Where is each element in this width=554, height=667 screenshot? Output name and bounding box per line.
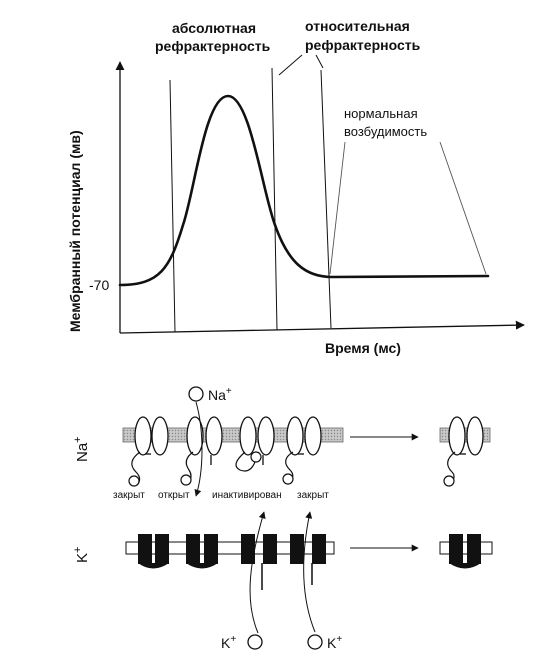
k-ion-label-1: K+	[221, 634, 236, 651]
relative-label-1: относительная	[305, 18, 410, 34]
y-axis-label: Мембранный потенциал (мв)	[67, 130, 83, 332]
k-flux-arrow-1	[249, 511, 266, 634]
k-channel-4-open	[290, 534, 326, 585]
x-axis-label: Время (мс)	[325, 340, 401, 356]
relative-end-line	[320, 69, 332, 329]
na-channel-closed-2	[282, 416, 322, 485]
action-potential-curve	[118, 94, 490, 287]
k-channel-3-open	[241, 534, 277, 590]
na-state-open: открыт	[158, 490, 190, 501]
na-state-inactivated: инактивирован	[212, 490, 282, 501]
absolute-label-2: рефрактерность	[155, 38, 271, 54]
na-channel-closed	[128, 416, 169, 487]
na-channel-inactivated	[235, 416, 275, 472]
k-membrane	[125, 541, 335, 555]
k-ion-circle-2	[307, 634, 323, 650]
absolute-start-line	[169, 79, 176, 333]
na-state-closed-2: закрыт	[297, 490, 329, 501]
relative-pointer	[278, 54, 303, 76]
normal-label-2: возбудимость	[344, 124, 427, 139]
relative-label-2: рефрактерность	[305, 37, 421, 53]
na-state-closed: закрыт	[113, 490, 145, 501]
absolute-label-1: абсолютная	[172, 20, 256, 36]
normal-label-1: нормальная	[344, 106, 418, 121]
k-channel-result	[439, 534, 493, 569]
k-channel-row: K+ K+ K+	[72, 511, 493, 651]
x-axis	[119, 320, 525, 334]
na-side-label: Na+	[72, 436, 91, 462]
k-flux-arrow-2	[303, 511, 316, 633]
k-ion-label-2: K+	[327, 634, 342, 651]
rest-tick-label: -70	[89, 277, 109, 293]
na-channel-row: Na+ Na+	[72, 386, 491, 501]
relative-pointer-2	[315, 54, 324, 69]
normal-pointer-left	[329, 141, 346, 275]
k-channel-1	[138, 534, 169, 569]
k-ion-circle-1	[247, 634, 263, 650]
k-side-label: K+	[72, 547, 91, 563]
potential-graph: Мембранный потенциал (мв) Время (мс) -70…	[67, 18, 525, 356]
na-ion-label: Na+	[208, 386, 232, 403]
na-flux-arrow	[194, 401, 203, 497]
na-ion-circle	[188, 386, 204, 402]
k-channel-2	[186, 534, 218, 569]
na-channel-result	[439, 416, 491, 487]
normal-pointer-right	[439, 141, 487, 275]
na-channel-open	[180, 416, 223, 486]
absolute-end-line	[271, 67, 278, 331]
